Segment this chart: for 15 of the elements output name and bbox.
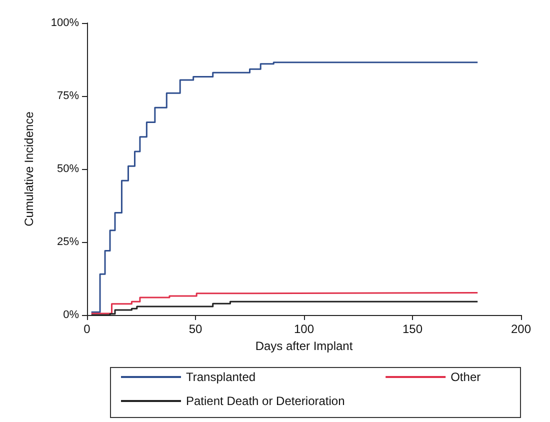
y-tick-label: 100% (50, 17, 80, 29)
x-tick-label: 50 (188, 322, 202, 336)
y-axis-title: Cumulative Incidence (22, 111, 36, 226)
y-tick-label: 50% (56, 163, 80, 175)
y-tick-label: 25% (56, 236, 80, 248)
y-tick-label: 75% (56, 90, 80, 102)
legend-label: Other (450, 370, 481, 384)
x-tick-label: 200 (510, 322, 532, 336)
x-tick-label: 100 (294, 322, 314, 336)
legend-label: Transplanted (186, 370, 256, 384)
x-tick-label: 150 (402, 322, 423, 336)
x-tick-label: 0 (84, 322, 91, 336)
x-axis-title: Days after Implant (255, 338, 354, 353)
legend-label: Patient Death or Deterioration (186, 394, 345, 408)
y-tick-label: 0% (63, 309, 80, 321)
